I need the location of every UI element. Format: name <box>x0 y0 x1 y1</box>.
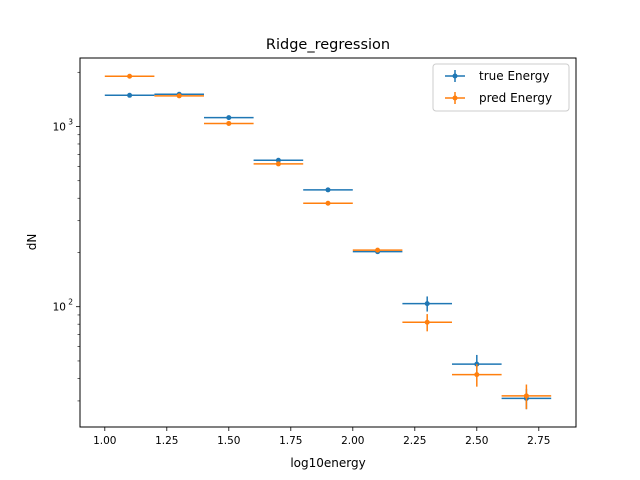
legend-entry-pred-energy: pred Energy <box>445 91 552 105</box>
legend-marker-dot <box>452 95 458 101</box>
y-tick-label: 10 <box>53 122 66 134</box>
x-tick-label: 2.00 <box>341 435 364 447</box>
data-point <box>424 301 430 307</box>
x-tick-label: 1.50 <box>217 435 240 447</box>
x-tick-label: 1.00 <box>93 435 116 447</box>
data-point <box>424 319 430 325</box>
data-point <box>226 120 232 126</box>
legend-label: pred Energy <box>479 91 552 105</box>
y-tick-label: 10 <box>53 302 66 314</box>
x-axis-label: log10energy <box>290 456 365 470</box>
data-point <box>474 372 480 378</box>
series-layer <box>104 73 552 410</box>
legend-frame <box>432 63 570 112</box>
data-point <box>226 115 232 121</box>
data-point <box>176 93 182 99</box>
plot-background <box>80 58 576 427</box>
data-point <box>375 247 381 253</box>
x-tick-label: 1.75 <box>279 435 302 447</box>
chart-title: Ridge_regression <box>266 37 390 53</box>
legend: true Energy pred Energy <box>432 63 570 112</box>
series-pred-energy <box>104 73 552 410</box>
legend-label: true Energy <box>479 69 549 83</box>
legend-marker-dot <box>452 73 458 79</box>
x-tick-label: 2.25 <box>403 435 426 447</box>
x-tick-label: 1.25 <box>155 435 178 447</box>
data-point <box>325 187 331 193</box>
x-tick-label: 2.50 <box>465 435 488 447</box>
data-point <box>127 73 133 79</box>
data-point <box>275 157 281 163</box>
data-point <box>127 92 133 98</box>
data-point <box>275 161 281 167</box>
legend-entry-true-energy: true Energy <box>445 69 549 83</box>
data-point <box>523 393 529 399</box>
data-point <box>325 200 331 206</box>
y-tick-label-exponent: 2 <box>68 298 73 307</box>
plot-frame <box>79 57 577 428</box>
y-tick-label-exponent: 3 <box>68 118 73 127</box>
x-axis: 1.00 1.25 1.50 1.75 2.00 2.25 2.50 2.75 <box>93 427 550 447</box>
y-axis-label: dN <box>25 234 39 251</box>
x-tick-label: 2.75 <box>527 435 550 447</box>
